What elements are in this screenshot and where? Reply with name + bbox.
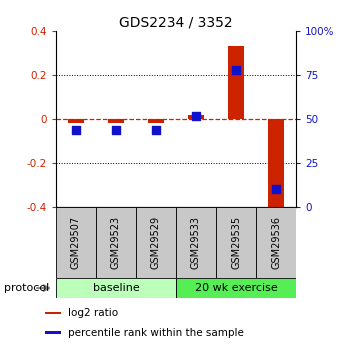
Point bbox=[113, 127, 119, 132]
Bar bbox=[256, 207, 296, 278]
Text: GSM29529: GSM29529 bbox=[151, 216, 161, 269]
Bar bbox=[268, 119, 284, 211]
Bar bbox=[68, 119, 84, 124]
Bar bbox=[96, 207, 136, 278]
Point bbox=[233, 67, 239, 72]
Text: GSM29535: GSM29535 bbox=[231, 216, 241, 269]
Bar bbox=[56, 278, 176, 298]
Text: percentile rank within the sample: percentile rank within the sample bbox=[68, 328, 243, 338]
Point bbox=[193, 113, 199, 118]
Text: GSM29507: GSM29507 bbox=[71, 216, 81, 269]
Bar bbox=[176, 278, 296, 298]
Bar bbox=[176, 207, 216, 278]
Text: log2 ratio: log2 ratio bbox=[68, 308, 118, 318]
Bar bbox=[148, 119, 164, 124]
Bar bbox=[45, 332, 61, 334]
Bar bbox=[188, 115, 204, 119]
Point bbox=[73, 127, 79, 132]
Bar bbox=[108, 119, 124, 124]
Bar bbox=[136, 207, 176, 278]
Title: GDS2234 / 3352: GDS2234 / 3352 bbox=[119, 16, 233, 30]
Bar bbox=[216, 207, 256, 278]
Point bbox=[153, 127, 159, 132]
Bar bbox=[228, 47, 244, 119]
Text: GSM29536: GSM29536 bbox=[271, 216, 281, 269]
Text: GSM29523: GSM29523 bbox=[111, 216, 121, 269]
Text: protocol: protocol bbox=[4, 283, 49, 293]
Point bbox=[273, 187, 279, 192]
Text: 20 wk exercise: 20 wk exercise bbox=[195, 283, 277, 293]
Bar bbox=[56, 207, 96, 278]
Bar bbox=[45, 312, 61, 314]
Text: GSM29533: GSM29533 bbox=[191, 216, 201, 269]
Text: baseline: baseline bbox=[92, 283, 139, 293]
